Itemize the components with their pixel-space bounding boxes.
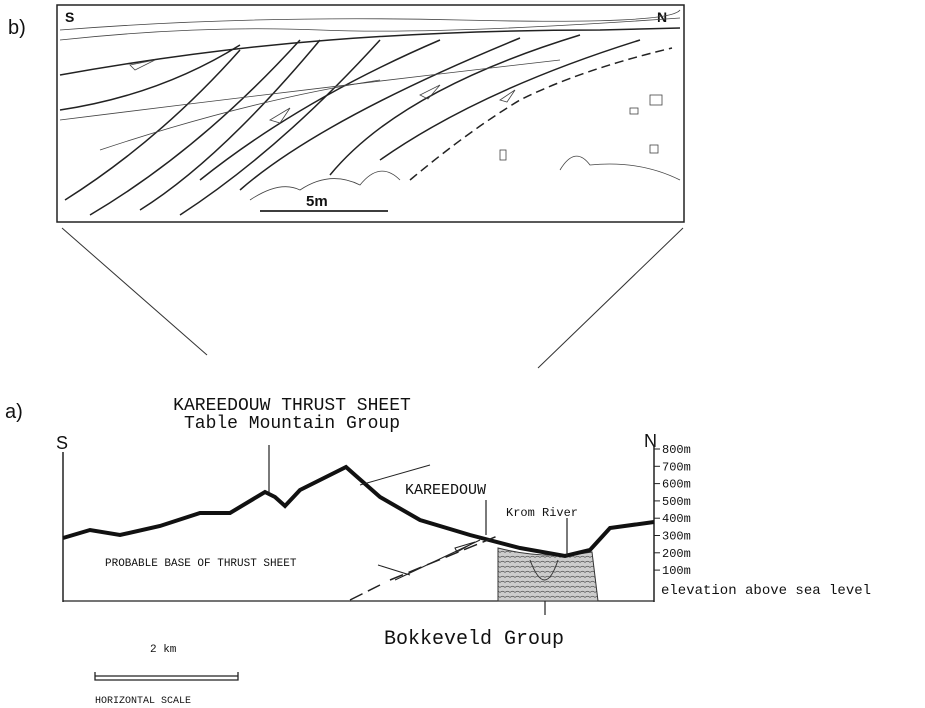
- compass-south: S: [65, 9, 74, 25]
- tick-label: 300m: [662, 530, 691, 544]
- section-subtitle: Table Mountain Group: [184, 414, 400, 434]
- panel-label: b): [8, 17, 26, 39]
- elevation-ticks: 800m 700m 600m 500m 400m 300m 200m 100m: [654, 443, 691, 578]
- scale-label: 2 km: [150, 644, 177, 656]
- annotation: KAREEDOUW: [405, 482, 486, 499]
- connector: [538, 228, 683, 368]
- figure: b) S N 5m a) KAREEDOUW THRUST SHEET Tabl…: [0, 0, 925, 708]
- leader: [378, 565, 410, 575]
- compass-south: S: [56, 433, 68, 453]
- tick-label: 200m: [662, 547, 691, 561]
- tick-label: 500m: [662, 495, 691, 509]
- connector: [62, 228, 207, 355]
- panel-label: a): [5, 401, 23, 423]
- elevation-caption: elevation above sea level: [661, 583, 871, 599]
- scale-caption: HORIZONTAL SCALE: [95, 696, 191, 707]
- annotation: PROBABLE BASE OF THRUST SHEET: [105, 558, 297, 570]
- scale-bar: [95, 672, 238, 680]
- thrust-base: [350, 535, 500, 600]
- tick-label: 400m: [662, 512, 691, 526]
- compass-north: N: [644, 431, 657, 451]
- annotation: Bokkeveld Group: [384, 628, 564, 651]
- tick-label: 800m: [662, 443, 691, 457]
- tick-label: 100m: [662, 564, 691, 578]
- annotation: Krom River: [506, 506, 578, 520]
- bokkeveld-area: [498, 548, 598, 601]
- tick-label: 600m: [662, 478, 691, 492]
- scale-label: 5m: [306, 193, 328, 210]
- tick-label: 700m: [662, 460, 691, 474]
- section-title: KAREEDOUW THRUST SHEET: [173, 396, 411, 416]
